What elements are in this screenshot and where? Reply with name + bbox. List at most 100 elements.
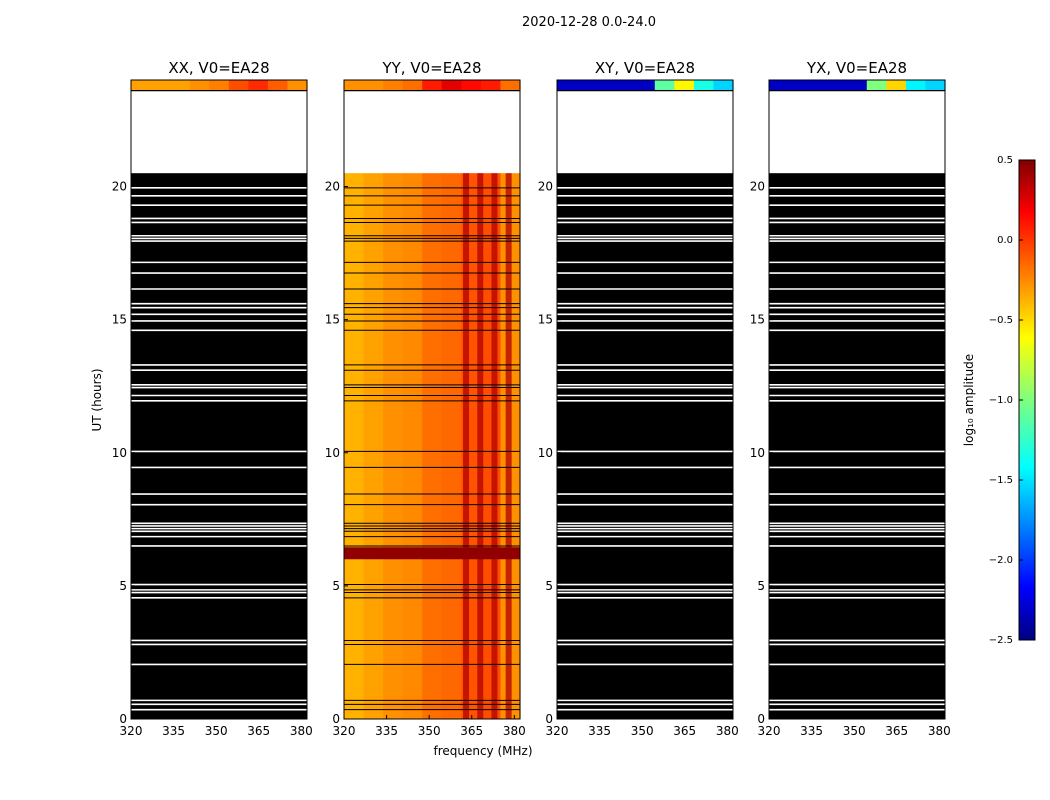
strip-cell [480, 80, 502, 91]
colorbar-label: log₁₀ amplitude [962, 354, 976, 446]
y-tick-label: 5 [545, 579, 553, 593]
panel-title: XY, V0=EA28 [595, 59, 695, 77]
x-tick-label: 320 [120, 724, 143, 738]
strip-cell [131, 80, 152, 91]
strip-cell [150, 80, 171, 91]
strip-cell [248, 80, 269, 91]
strip-cell [905, 80, 927, 91]
strip-cell [461, 80, 482, 91]
y-tick-label: 15 [538, 313, 553, 327]
strip-cell [189, 80, 210, 91]
panel-title: YX, V0=EA28 [806, 59, 907, 77]
x-tick-label: 380 [716, 724, 739, 738]
y-tick-label: 15 [112, 313, 127, 327]
y-tick-label: 15 [325, 313, 340, 327]
x-tick-label: 380 [290, 724, 313, 738]
strip-cell [363, 80, 384, 91]
x-tick-label: 335 [162, 724, 185, 738]
colorbar: 0.5 0.0 −0.5 −1.0 −1.5 −2.0 −2.5 log₁₀ amplitu… [962, 155, 1036, 646]
rfi-column [477, 173, 484, 719]
strip-cell [557, 80, 578, 91]
strip-cell [500, 80, 521, 91]
y-tick-label: 10 [325, 446, 340, 460]
strip-cell [615, 80, 636, 91]
x-tick-label: 320 [758, 724, 781, 738]
flagged-body [769, 173, 945, 719]
figure-title: 2020-12-28 0.0-24.0 [522, 15, 656, 30]
strip-cell [287, 80, 308, 91]
strip-cell [827, 80, 848, 91]
strip-cell [267, 80, 289, 91]
saturated-band [344, 547, 520, 560]
y-tick-label: 20 [112, 180, 127, 194]
y-tick-label: 0 [757, 712, 765, 726]
strip-cell [635, 80, 656, 91]
data-band [441, 173, 462, 719]
strip-cell [769, 80, 790, 91]
strip-cell [654, 80, 675, 91]
x-tick-label: 365 [460, 724, 483, 738]
y-axis-label: UT (hours) [90, 368, 104, 431]
y-tick-label: 5 [757, 579, 765, 593]
x-tick-label: 320 [546, 724, 569, 738]
flagged-body [557, 173, 733, 719]
panel-frame [343, 79, 521, 720]
y-tick-label: 0 [332, 712, 340, 726]
colorbar-tick-label: −1.5 [989, 475, 1013, 486]
strip-cell [713, 80, 734, 91]
flagged-body [131, 173, 307, 719]
strip-cell [847, 80, 868, 91]
x-tick-label: 380 [503, 724, 526, 738]
strip-cell [228, 80, 249, 91]
x-tick-label: 335 [588, 724, 611, 738]
panel-frame [768, 79, 946, 720]
strip-cell [344, 80, 365, 91]
strip-cell [866, 80, 887, 91]
y-tick-label: 20 [750, 180, 765, 194]
colorbar-tick-label: 0.0 [997, 235, 1013, 246]
panels: XX, V0=EA28 320 335 350 365 380 0 5 10 15 20 YY, V0… [112, 59, 951, 738]
y-tick-label: 5 [332, 579, 340, 593]
strip-cell [925, 80, 946, 91]
strip-cell [576, 80, 597, 91]
y-tick-label: 0 [119, 712, 127, 726]
x-tick-label: 365 [673, 724, 696, 738]
strip-cell [402, 80, 423, 91]
x-tick-label: 350 [205, 724, 228, 738]
strip-cell [808, 80, 829, 91]
strip-cell [383, 80, 404, 91]
colorbar-tick-label: −1.0 [989, 395, 1013, 406]
rfi-column [491, 173, 498, 719]
y-tick-label: 10 [750, 446, 765, 460]
y-tick-label: 0 [545, 712, 553, 726]
x-tick-label: 350 [631, 724, 654, 738]
x-tick-label: 380 [928, 724, 951, 738]
colorbar-tick-label: 0.5 [997, 155, 1013, 166]
colorbar-tick-label: −0.5 [989, 315, 1013, 326]
data-band [363, 173, 384, 719]
x-tick-label: 320 [333, 724, 356, 738]
colorbar-tick-label: −2.5 [989, 635, 1013, 646]
x-tick-label: 350 [418, 724, 441, 738]
strip-cell [674, 80, 695, 91]
panel-title: XX, V0=EA28 [168, 59, 269, 77]
data-band [383, 173, 404, 719]
panel-yy: YY, V0=EA28 320 335 350 365 380 0 5 10 15 20 [325, 59, 526, 738]
y-tick-label: 10 [538, 446, 553, 460]
panel-yx: YX, V0=EA28 320 335 350 365 380 0 5 10 15 20 [750, 59, 951, 738]
strip-cell [441, 80, 462, 91]
panel-title: YY, V0=EA28 [381, 59, 481, 77]
strip-cell [886, 80, 907, 91]
panel-frame [130, 79, 308, 720]
data-band [422, 173, 443, 719]
y-tick-label: 15 [750, 313, 765, 327]
data-band [480, 173, 502, 719]
x-tick-label: 365 [885, 724, 908, 738]
x-tick-label: 365 [247, 724, 270, 738]
x-tick-label: 350 [843, 724, 866, 738]
x-axis-label: frequency (MHz) [433, 744, 532, 758]
y-tick-label: 10 [112, 446, 127, 460]
data-band [344, 173, 365, 719]
strip-cell [596, 80, 617, 91]
